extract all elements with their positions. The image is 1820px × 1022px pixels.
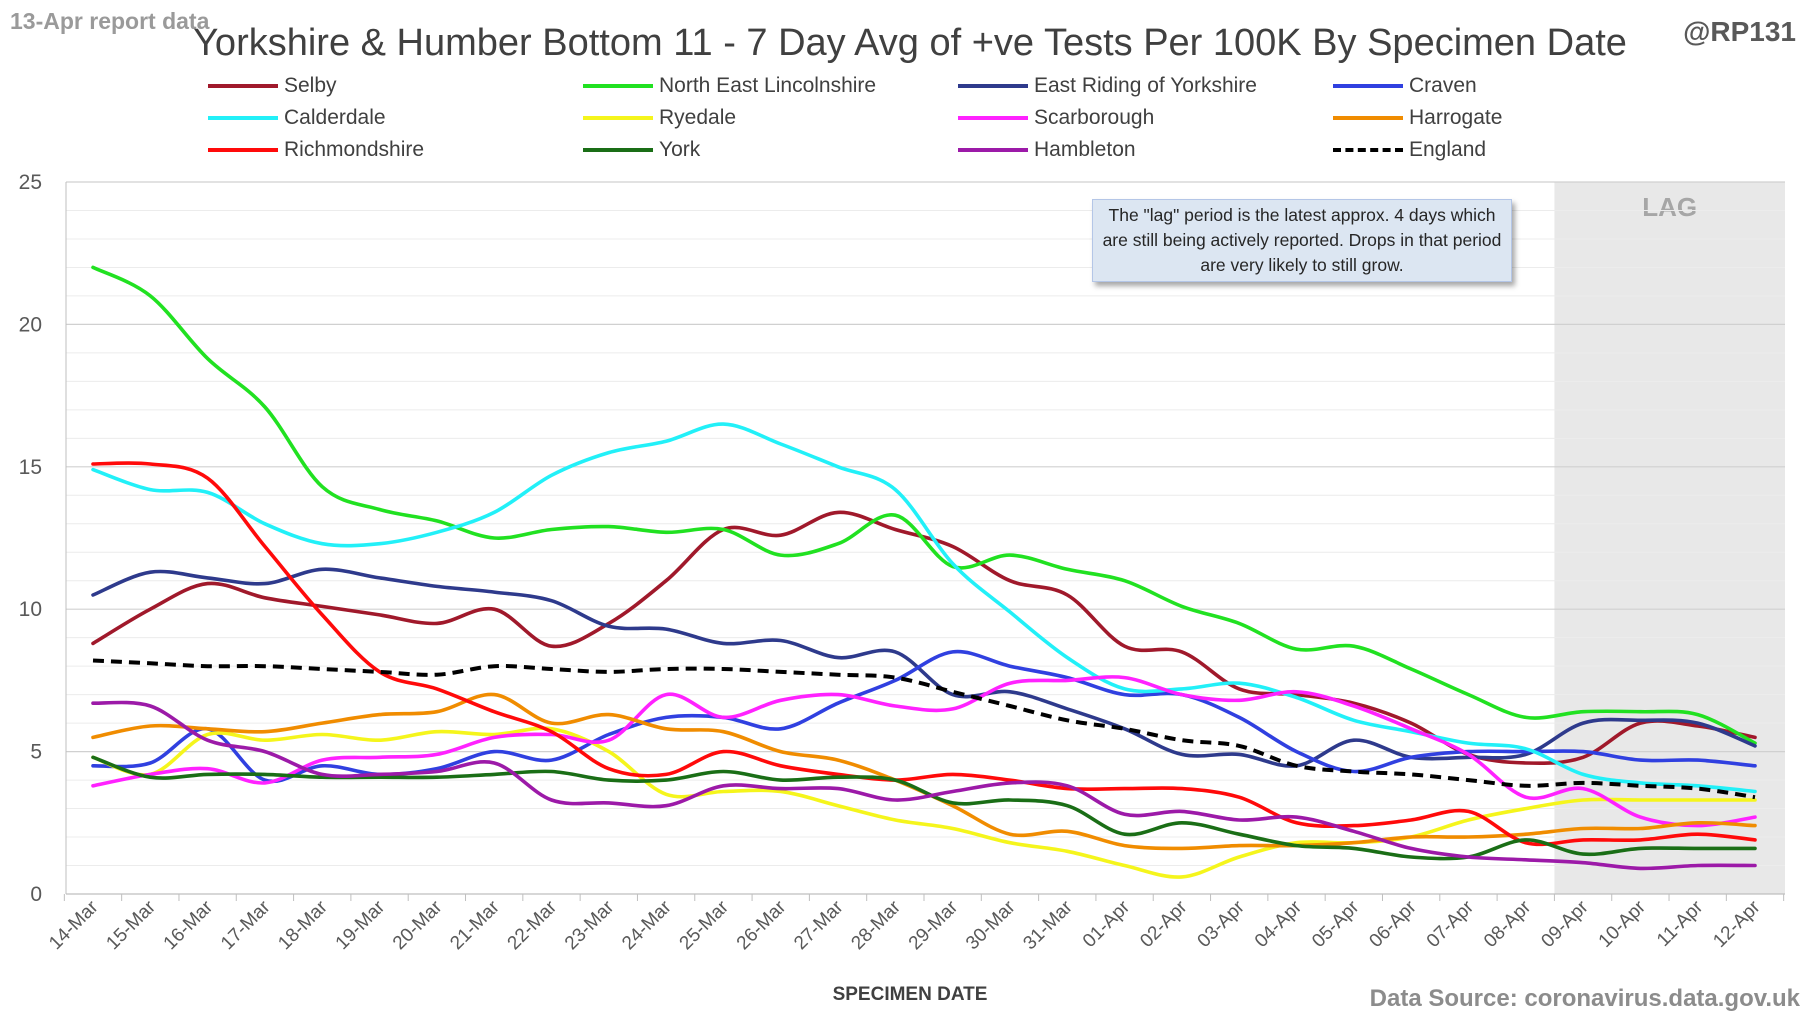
legend-label: Harrogate xyxy=(1409,106,1503,129)
x-tick-label: 20-Mar xyxy=(389,896,447,954)
x-axis-title: SPECIMEN DATE xyxy=(832,984,988,1005)
legend-item-scarborough: Scarborough xyxy=(958,103,1154,133)
x-tick-label: 23-Mar xyxy=(561,896,619,954)
legend-item-england: England xyxy=(1333,135,1486,165)
x-tick-label: 05-Apr xyxy=(1308,896,1364,952)
legend-item-harrogate: Harrogate xyxy=(1333,103,1502,133)
y-tick-label: 15 xyxy=(19,456,42,479)
x-tick-label: 12-Apr xyxy=(1709,896,1765,952)
x-tick-label: 28-Mar xyxy=(847,896,905,954)
legend-item-ryedale: Ryedale xyxy=(583,103,736,133)
legend-label: Richmondshire xyxy=(284,138,425,161)
legend-item-richmondshire: Richmondshire xyxy=(208,135,424,165)
legend-label: Selby xyxy=(284,74,337,97)
x-tick-label: 14-Mar xyxy=(45,896,103,954)
series-line-scarborough xyxy=(91,675,1757,828)
x-tick-label: 18-Mar xyxy=(274,896,332,954)
x-tick-label: 22-Mar xyxy=(504,896,562,954)
x-tick-label: 17-Mar xyxy=(217,896,275,954)
series-line-craven xyxy=(91,649,1757,784)
legend-swatch xyxy=(208,116,278,120)
x-tick-label: 03-Apr xyxy=(1194,896,1250,952)
legend-swatch xyxy=(958,148,1028,152)
legend-label: Scarborough xyxy=(1034,106,1155,129)
x-tick-label: 29-Mar xyxy=(905,896,963,954)
x-tick-label: 04-Apr xyxy=(1251,896,1307,952)
x-tick-label: 27-Mar xyxy=(790,896,848,954)
x-tick-label: 10-Apr xyxy=(1595,896,1651,952)
legend-item-north-east-lincolnshire: North East Lincolnshire xyxy=(583,71,876,101)
x-tick-label: 21-Mar xyxy=(446,896,504,954)
legend: Selby North East Lincolnshire East Riding … xyxy=(0,0,1820,180)
x-tick-label: 25-Mar xyxy=(676,896,734,954)
x-tick-label: 01-Apr xyxy=(1079,896,1135,952)
legend-label: North East Lincolnshire xyxy=(659,74,877,97)
legend-label: Ryedale xyxy=(659,106,737,129)
series-line-england xyxy=(92,658,1756,800)
x-tick-label: 19-Mar xyxy=(332,896,390,954)
author-handle: @RP131 xyxy=(1683,16,1796,47)
legend-swatch xyxy=(1333,84,1403,88)
series-line-east-riding-of-yorkshire xyxy=(91,567,1757,768)
y-tick-label: 0 xyxy=(30,883,42,906)
series-line-north-east-lincolnshire xyxy=(91,265,1757,745)
legend-swatch xyxy=(958,116,1028,120)
series-line-richmondshire xyxy=(91,461,1757,847)
legend-swatch xyxy=(583,116,653,120)
x-tick-label: 02-Apr xyxy=(1136,896,1192,952)
x-tick-label: 31-Mar xyxy=(1019,896,1077,954)
legend-swatch xyxy=(958,84,1028,88)
series-line-ryedale xyxy=(91,726,1757,879)
series-line-hambleton xyxy=(91,700,1757,871)
report-date-note: 13-Apr report data xyxy=(10,8,210,34)
series-line-calderdale xyxy=(91,422,1757,794)
legend-label: Craven xyxy=(1409,74,1477,97)
x-tick-label: 07-Apr xyxy=(1423,896,1479,952)
x-tick-label: 24-Mar xyxy=(618,896,676,954)
x-tick-label: 08-Apr xyxy=(1480,896,1536,952)
legend-swatch xyxy=(1333,148,1403,152)
y-tick-label: 5 xyxy=(30,741,42,764)
legend-item-east-riding-of-yorkshire: East Riding of Yorkshire xyxy=(958,71,1257,101)
y-tick-label: 20 xyxy=(19,313,42,336)
legend-swatch xyxy=(583,148,653,152)
legend-swatch xyxy=(208,148,278,152)
legend-label: York xyxy=(659,138,701,161)
series-line-york xyxy=(91,755,1757,861)
y-tick-label: 10 xyxy=(19,598,42,621)
legend-label: England xyxy=(1409,138,1487,161)
legend-label: Hambleton xyxy=(1034,138,1136,161)
legend-item-craven: Craven xyxy=(1333,71,1477,101)
legend-item-hambleton: Hambleton xyxy=(958,135,1136,165)
legend-label: East Riding of Yorkshire xyxy=(1034,74,1257,97)
legend-item-selby: Selby xyxy=(208,71,337,101)
lag-label: LAG xyxy=(1642,192,1697,222)
y-tick-label: 25 xyxy=(19,171,42,194)
legend-swatch xyxy=(208,84,278,88)
legend-label: Calderdale xyxy=(284,106,386,129)
x-tick-label: 09-Apr xyxy=(1537,896,1593,952)
lag-annotation: The "lag" period is the latest approx. 4… xyxy=(1092,199,1512,282)
x-tick-label: 06-Apr xyxy=(1365,896,1421,952)
legend-item-york: York xyxy=(583,135,700,165)
x-tick-label: 11-Apr xyxy=(1653,896,1708,951)
x-tick-label: 15-Mar xyxy=(102,896,160,954)
legend-swatch xyxy=(1333,116,1403,120)
legend-swatch xyxy=(583,84,653,88)
chart-title: Yorkshire & Humber Bottom 11 - 7 Day Avg… xyxy=(193,22,1627,64)
x-tick-label: 26-Mar xyxy=(733,896,791,954)
legend-item-calderdale: Calderdale xyxy=(208,103,386,133)
x-tick-label: 16-Mar xyxy=(160,896,218,954)
x-tick-label: 30-Mar xyxy=(962,896,1020,954)
data-source: Data Source: coronavirus.data.gov.uk xyxy=(1369,985,1800,1012)
